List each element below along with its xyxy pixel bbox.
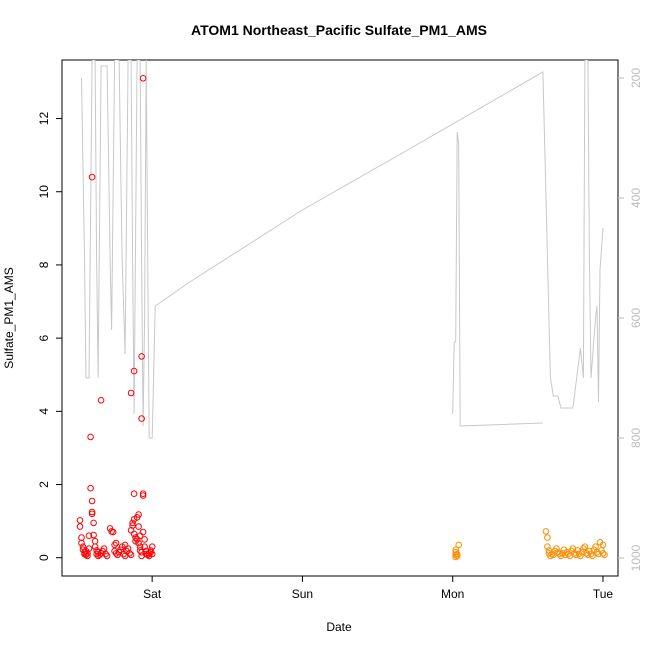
pressure-line-segment	[452, 131, 543, 427]
data-point	[112, 539, 120, 547]
data-point	[93, 550, 100, 558]
data-point	[84, 550, 91, 557]
y2-tick-label: 1000	[629, 544, 643, 571]
y-tick-label: 4	[37, 408, 51, 415]
data-point	[88, 173, 96, 181]
data-point	[453, 550, 461, 558]
data-point	[76, 517, 84, 524]
data-point	[581, 543, 589, 551]
data-point	[584, 551, 592, 559]
data-point	[547, 552, 554, 560]
data-point	[138, 415, 145, 422]
data-point	[130, 530, 138, 538]
y-axis-right: 200 400 600 800 1000	[618, 68, 643, 571]
x-tick-label: Mon	[441, 587, 464, 601]
data-point	[148, 543, 156, 551]
data-point	[453, 552, 461, 560]
data-point	[85, 532, 93, 540]
data-point	[455, 541, 463, 549]
data-point	[587, 550, 595, 558]
data-point	[130, 367, 138, 375]
y-tick-label: 2	[37, 481, 51, 488]
data-point	[452, 548, 460, 556]
data-point	[544, 543, 551, 551]
y-tick-label: 6	[37, 334, 51, 341]
data-point	[90, 519, 97, 527]
data-points-layer	[76, 75, 608, 561]
y-tick-label: 12	[37, 112, 51, 126]
data-point	[147, 547, 154, 554]
data-point	[85, 545, 93, 552]
data-point	[135, 523, 142, 530]
data-point	[87, 433, 94, 441]
y-tick-label: 8	[37, 261, 51, 268]
y-axis-label: Sulfate_PM1_AMS	[2, 267, 16, 368]
data-point	[121, 541, 129, 549]
data-point	[127, 551, 135, 559]
x-tick-label: Tue	[593, 587, 614, 601]
x-axis-label: Date	[326, 620, 352, 634]
data-point	[580, 545, 587, 552]
data-point	[135, 539, 142, 547]
data-point	[91, 537, 99, 545]
data-point	[129, 519, 136, 527]
data-point	[139, 490, 147, 498]
data-point	[138, 353, 145, 360]
data-point	[111, 541, 118, 549]
data-point	[109, 528, 117, 536]
data-point	[139, 75, 147, 82]
data-point	[601, 551, 608, 559]
data-point	[84, 552, 91, 560]
data-point	[130, 490, 138, 498]
data-point	[88, 497, 96, 505]
chart-title: ATOM1 Northeast_Pacific Sulfate_PM1_AMS	[191, 22, 487, 38]
y2-tick-label: 800	[629, 428, 643, 448]
data-point	[127, 389, 135, 397]
data-point	[139, 492, 147, 499]
data-point	[102, 550, 109, 558]
data-point	[141, 543, 148, 551]
y-axis-left: 0 2 4 6 8 10 12	[37, 112, 62, 561]
data-point	[88, 510, 96, 518]
data-point	[103, 552, 111, 560]
data-point	[599, 541, 607, 549]
data-point	[87, 484, 94, 492]
data-point	[578, 548, 586, 556]
data-point	[141, 536, 148, 543]
y2-tick-label: 200	[629, 68, 643, 88]
data-point	[577, 552, 584, 560]
y2-tick-label: 600	[629, 308, 643, 328]
y-tick-label: 10	[37, 185, 51, 199]
x-tick-label: Sat	[143, 587, 162, 601]
data-point	[88, 508, 96, 516]
y2-tick-label: 400	[629, 188, 643, 208]
data-point	[544, 534, 551, 541]
x-tick-label: Sun	[292, 587, 313, 601]
data-point	[82, 551, 90, 559]
data-point	[589, 552, 596, 560]
data-point	[91, 543, 99, 551]
data-point	[139, 528, 147, 536]
data-point	[599, 550, 607, 557]
data-point	[76, 523, 84, 530]
data-point	[148, 550, 156, 558]
data-point	[129, 522, 136, 529]
pressure-line-layer	[81, 60, 604, 439]
data-point	[572, 551, 580, 559]
data-point	[126, 550, 133, 557]
data-point	[135, 511, 142, 518]
data-point	[78, 539, 85, 547]
data-point	[542, 528, 550, 535]
data-point	[452, 546, 460, 554]
pressure-line	[81, 60, 604, 439]
data-point	[90, 531, 97, 539]
data-point	[553, 545, 560, 552]
data-point	[112, 550, 120, 557]
data-point	[78, 534, 85, 541]
x-axis: Sat Sun Mon Tue	[143, 576, 613, 601]
y-tick-label: 0	[37, 554, 51, 561]
data-point	[97, 397, 105, 404]
